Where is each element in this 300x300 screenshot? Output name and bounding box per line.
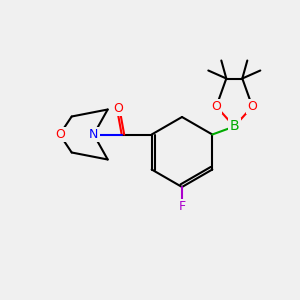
Text: N: N — [89, 128, 98, 141]
Text: F: F — [178, 200, 186, 214]
Text: O: O — [113, 102, 123, 115]
Text: O: O — [55, 128, 64, 141]
Text: B: B — [230, 119, 239, 134]
Text: O: O — [248, 100, 257, 113]
Text: O: O — [212, 100, 221, 113]
